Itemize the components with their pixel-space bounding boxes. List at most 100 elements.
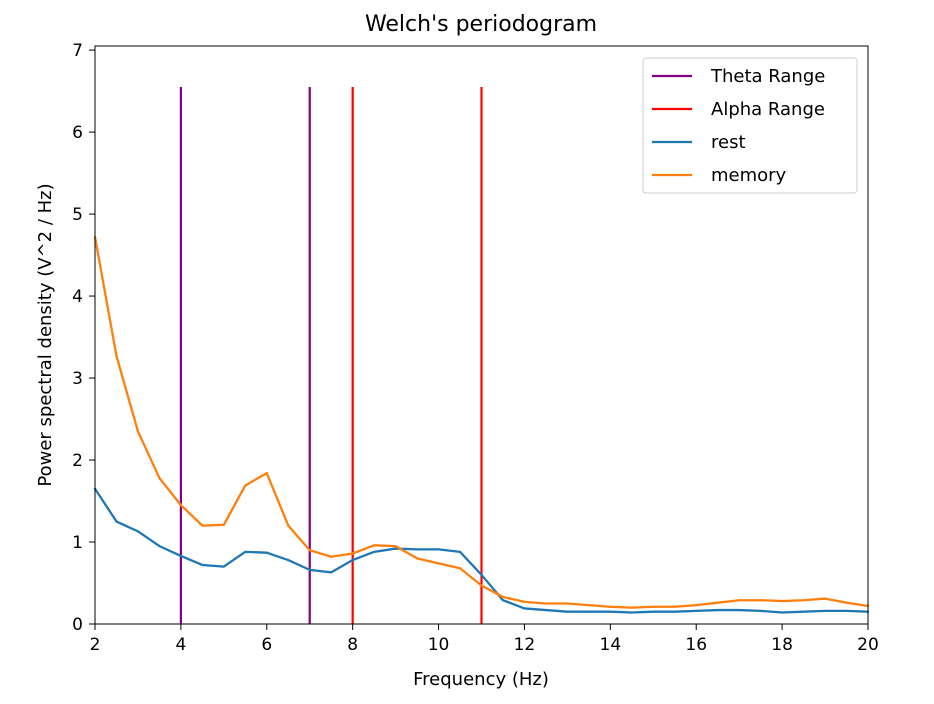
memory-data-point [759, 599, 762, 602]
rest-data-point [244, 550, 247, 553]
rest-data-point [222, 565, 225, 568]
rest-data-point [415, 548, 419, 551]
x-tick-label: 4 [175, 635, 186, 655]
x-tick-label: 18 [771, 635, 793, 655]
plot-frame [94, 45, 869, 625]
memory-data-point [351, 552, 354, 555]
y-tick-label: 7 [72, 41, 83, 61]
memory-data-point [823, 597, 827, 600]
memory-data-point [609, 605, 612, 608]
legend-label-alpha: Alpha Range [711, 99, 825, 120]
rest-data-point [501, 599, 505, 602]
memory-data-point [523, 600, 526, 603]
memory-data-point [480, 584, 483, 587]
rest-data-point [458, 550, 462, 553]
x-tick-label: 20 [857, 635, 879, 655]
y-tick-label: 6 [72, 123, 83, 143]
rest-data-point [115, 520, 118, 523]
memory-data-point [115, 354, 118, 358]
y-tick-label: 2 [72, 451, 83, 471]
rest-data-point [265, 551, 268, 554]
y-axis-label: Power spectral density (V^2 / Hz) [35, 183, 56, 486]
rest-data-point [652, 610, 655, 613]
x-tick-label: 16 [685, 635, 707, 655]
rest-data-point [523, 607, 526, 610]
x-tick-label: 10 [428, 635, 450, 655]
x-tick-label: 12 [514, 635, 536, 655]
memory-data-point [781, 599, 784, 603]
memory-data-point [265, 472, 268, 475]
memory-data-point [652, 605, 655, 608]
rest-data-point [437, 548, 440, 551]
legend-label-memory: memory [711, 165, 787, 186]
memory-data-point [587, 604, 590, 607]
legend-label-rest: rest [711, 132, 746, 153]
rest-data-point [351, 558, 354, 562]
memory-data-point [695, 604, 698, 607]
memory-data-point [458, 567, 462, 570]
x-tick-label: 8 [347, 635, 358, 655]
y-tick-label: 3 [72, 369, 83, 389]
y-tick-label: 0 [72, 615, 83, 635]
memory-data-point [415, 557, 419, 560]
rest-data-point [330, 571, 333, 574]
memory-data-point [501, 595, 505, 599]
rest-data-point [179, 554, 182, 558]
memory-data-point [738, 599, 741, 602]
rest-data-point [373, 550, 376, 553]
memory-data-point [630, 606, 633, 609]
rest-data-point [823, 609, 827, 612]
x-axis-label: Frequency (Hz) [413, 669, 549, 690]
rest-data-point [759, 609, 762, 612]
x-axis: 2 4 6 8 10 12 14 16 18 20 [90, 624, 879, 655]
rest-data-point [695, 609, 698, 612]
memory-data-point [308, 549, 311, 552]
memory-data-point [544, 602, 548, 605]
memory-data-point [845, 601, 848, 604]
rest-data-point [158, 545, 161, 548]
rest-data-point [308, 568, 311, 571]
memory-data-point [158, 476, 161, 480]
rest-data-point [201, 563, 204, 567]
legend-label-theta: Theta Range [710, 66, 825, 87]
rest-data-point [609, 610, 612, 613]
rest-data-point [781, 611, 784, 614]
y-axis: 0 1 2 3 4 5 6 7 [72, 41, 95, 635]
memory-data-point [716, 601, 719, 604]
rest-data-point [544, 608, 548, 612]
chart-title: Welch's periodogram [365, 12, 597, 37]
memory-data-point [802, 599, 805, 602]
rest-data-point [802, 610, 805, 613]
memory-data-point [437, 562, 440, 565]
memory-data-point [330, 555, 333, 558]
memory-data-point [373, 544, 376, 547]
memory-data-point [136, 430, 140, 433]
rest-data-point [587, 610, 590, 613]
memory-data-point [566, 602, 569, 605]
rest-data-point [480, 573, 483, 576]
rest-data-point [394, 547, 397, 550]
y-tick-label: 5 [72, 205, 83, 225]
rest-data-point [630, 611, 633, 614]
memory-data-point [222, 523, 225, 526]
rest-data-point [845, 609, 848, 612]
x-tick-label: 14 [600, 635, 622, 655]
plot-area [93, 86, 870, 624]
rest-data-point [136, 530, 140, 533]
memory-data-point [244, 484, 247, 487]
x-tick-label: 2 [90, 635, 101, 655]
y-tick-label: 1 [72, 533, 83, 553]
memory-data-point [287, 524, 290, 527]
rest-data-point [673, 610, 676, 613]
memory-data-point [179, 504, 182, 507]
y-tick-label: 4 [72, 287, 83, 307]
memory-data-point [394, 545, 397, 548]
rest-data-point [287, 558, 290, 562]
x-tick-label: 6 [261, 635, 272, 655]
rest-data-point [716, 608, 719, 612]
memory-data-point [673, 605, 676, 608]
rest-data-point [566, 610, 569, 613]
rest-data-point [738, 608, 741, 612]
memory-data-point [201, 524, 204, 527]
